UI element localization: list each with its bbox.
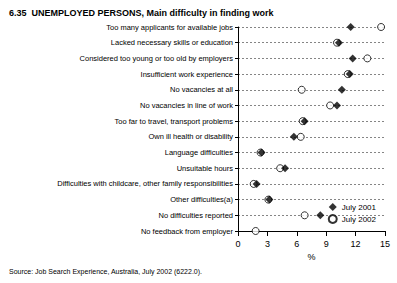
svg-text:Language difficulties: Language difficulties	[165, 148, 233, 157]
svg-text:No vacancies in line of work: No vacancies in line of work	[140, 101, 233, 110]
svg-text:9: 9	[324, 239, 329, 249]
svg-text:%: %	[307, 252, 315, 262]
svg-text:Unsuitable hours: Unsuitable hours	[177, 164, 234, 173]
svg-text:Own ill health or disability: Own ill health or disability	[148, 132, 233, 141]
svg-text:3: 3	[265, 239, 270, 249]
svg-text:Too many applicants for availa: Too many applicants for available jobs	[106, 23, 233, 32]
svg-text:Lacked necessary skills or edu: Lacked necessary skills or education	[111, 38, 233, 47]
svg-text:15: 15	[380, 239, 390, 249]
svg-text:No difficulties reported: No difficulties reported	[159, 211, 233, 220]
svg-text:Source: Job Search Experience,: Source: Job Search Experience, Australia…	[9, 268, 202, 276]
svg-text:Too far to travel, transport p: Too far to travel, transport problems	[115, 117, 234, 126]
svg-text:July 2001: July 2001	[342, 203, 377, 212]
svg-text:No vacancies at all: No vacancies at all	[170, 85, 233, 94]
svg-text:6: 6	[294, 239, 299, 249]
svg-text:Insufficient work experience: Insufficient work experience	[141, 70, 233, 79]
svg-text:0: 0	[235, 239, 240, 249]
svg-text:Other difficulties(a): Other difficulties(a)	[170, 195, 233, 204]
svg-text:12: 12	[351, 239, 361, 249]
svg-text:No feedback from employer: No feedback from employer	[141, 227, 234, 236]
svg-text:Difficulties with childcare, o: Difficulties with childcare, other famil…	[57, 179, 233, 188]
svg-text:July 2002: July 2002	[342, 215, 377, 224]
svg-text:Considered too young or too ol: Considered too young or too old by emplo…	[80, 54, 234, 63]
svg-text:6.35 UNEMPLOYED PERSONS, Main: 6.35 UNEMPLOYED PERSONS, Main difficulty…	[9, 8, 275, 18]
